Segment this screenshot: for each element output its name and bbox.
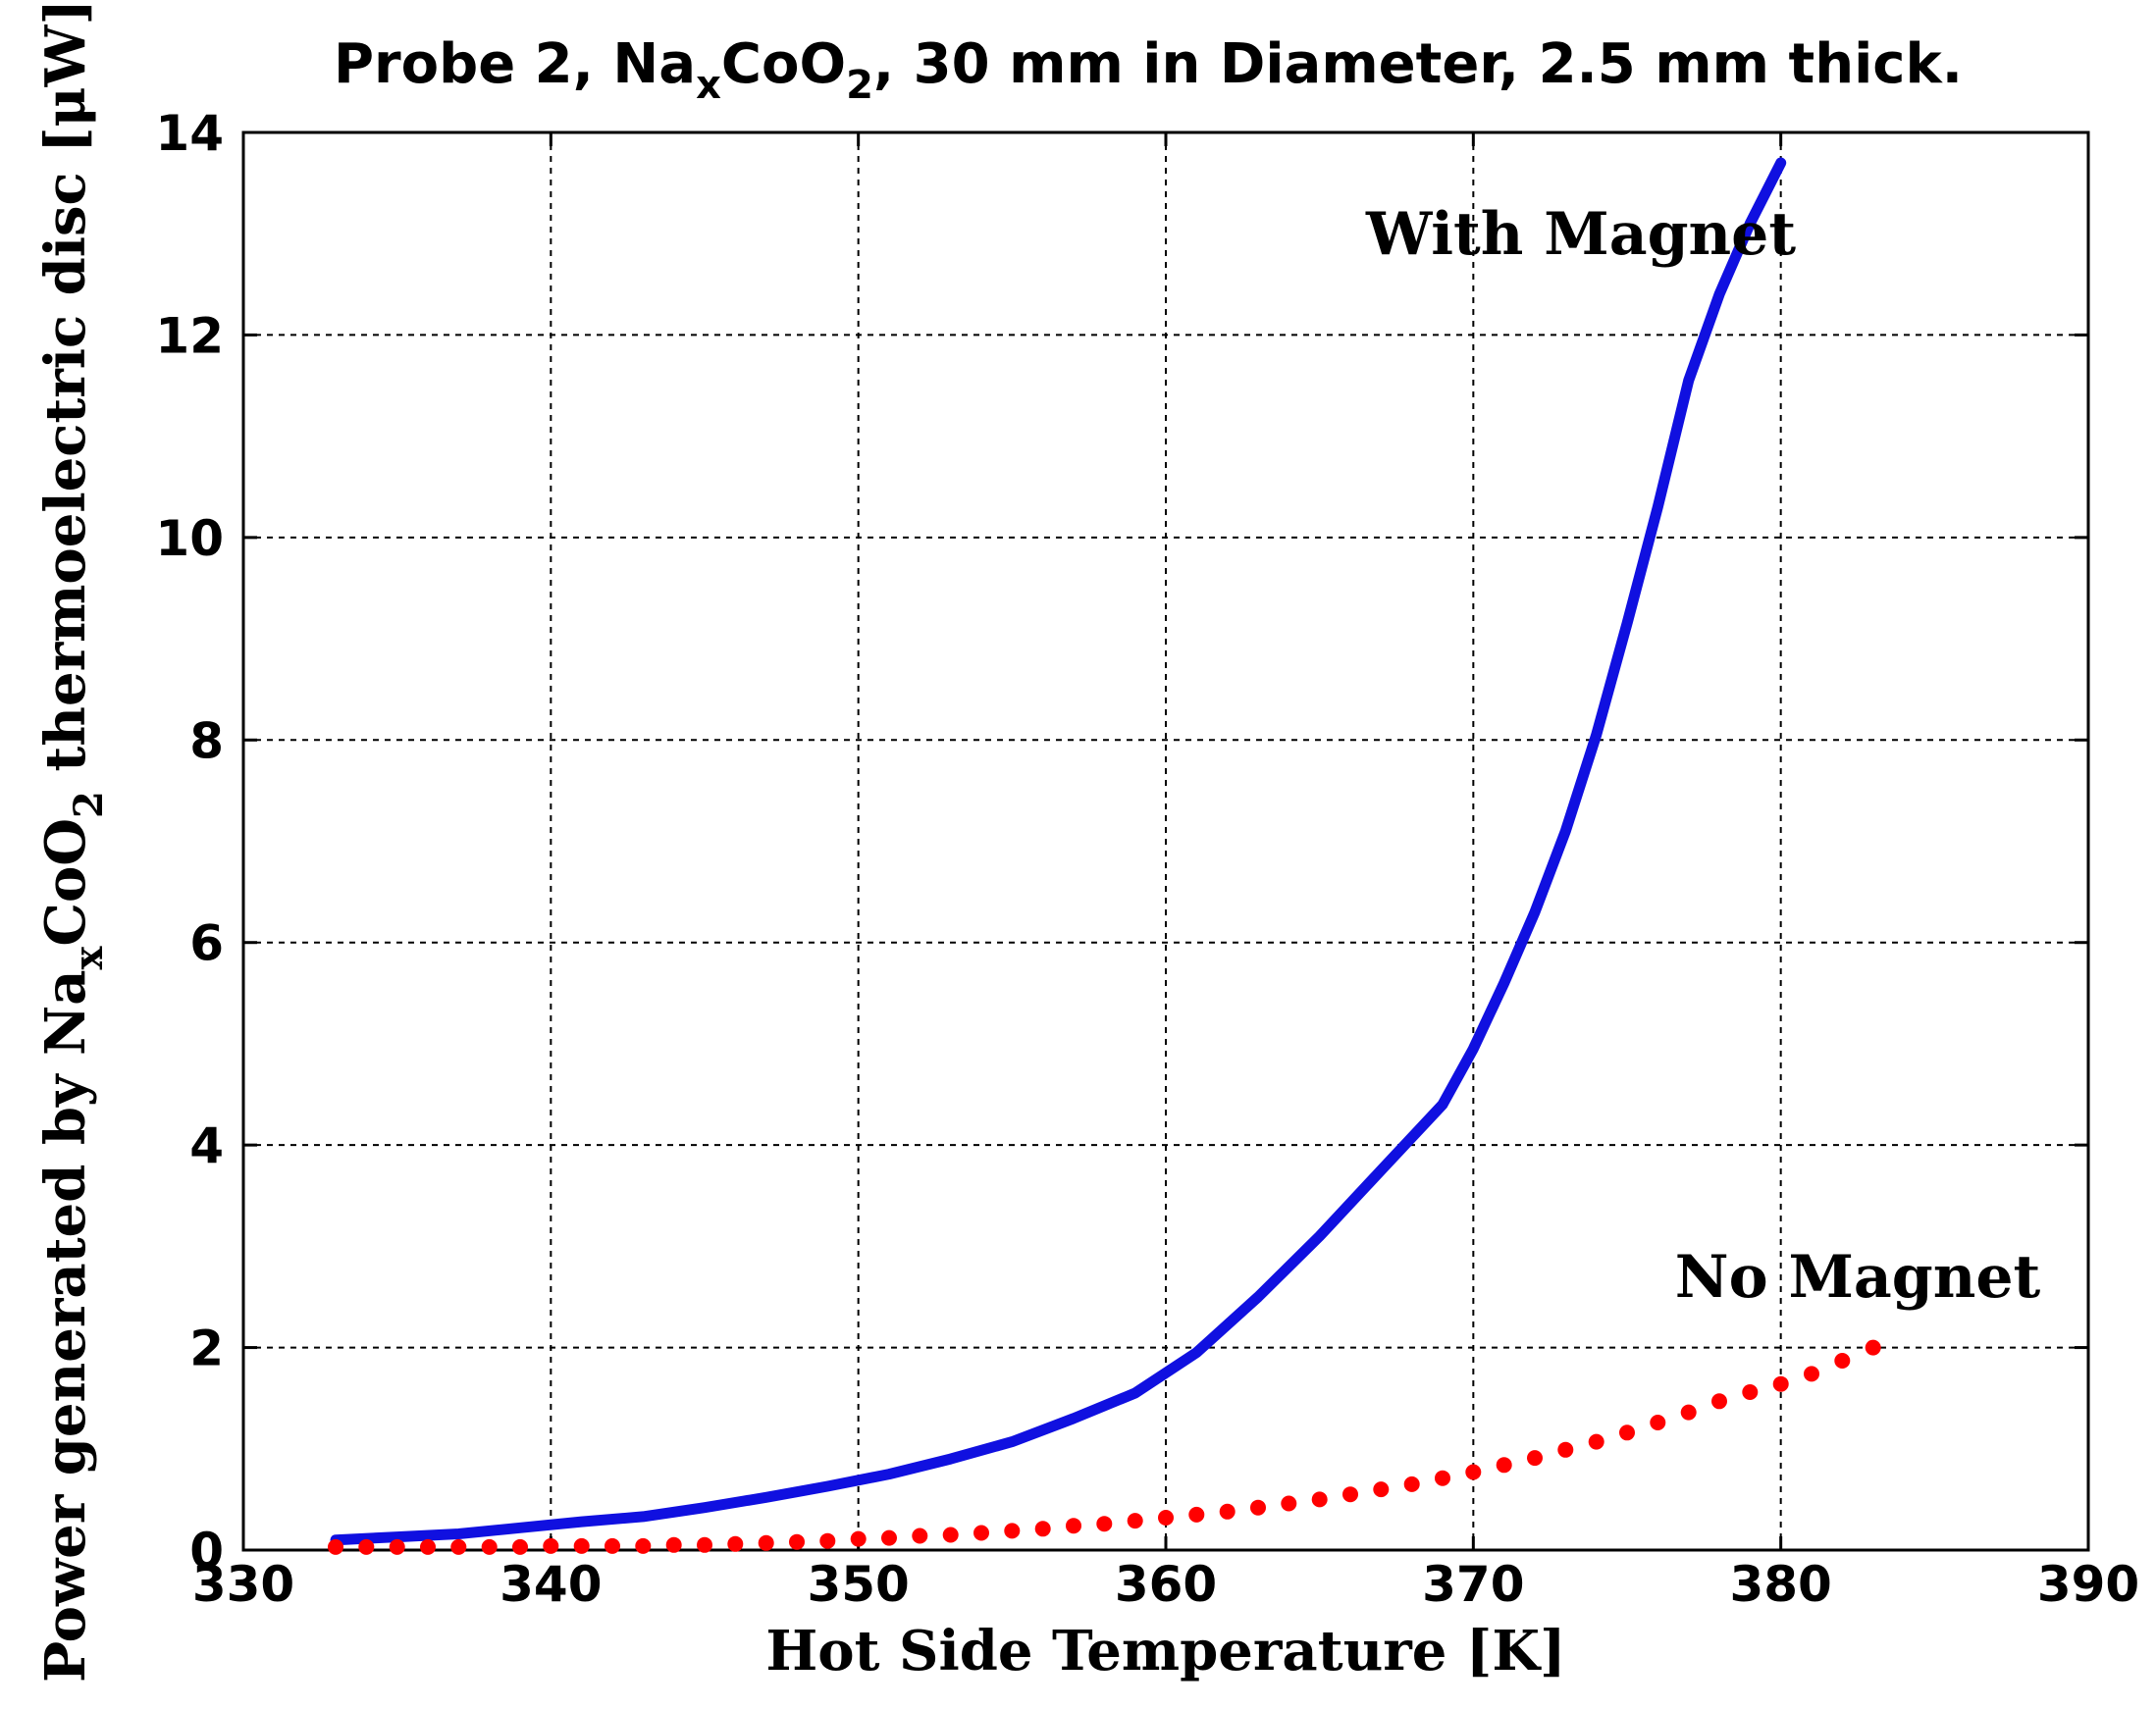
no-magnet-point [1403,1476,1420,1492]
no-magnet-point [1096,1516,1113,1532]
x-tick-label: 390 [2037,1556,2139,1613]
y-tick-labels: 0 2 4 6 8 10 12 14 [155,105,224,1580]
x-tick-labels: 330 340 350 360 370 380 390 [192,1556,2139,1613]
ylabel-suffix: thermoelectric disc [μW] [33,0,98,791]
ylabel-formula: CoO [33,818,98,947]
title-subscript-x: x [696,63,721,108]
no-magnet-point [1465,1464,1482,1480]
no-magnet-point [389,1538,405,1555]
no-magnet-point [1004,1523,1021,1539]
no-magnet-point [1342,1486,1358,1503]
no-magnet-point [850,1530,867,1547]
title-suffix: , 30 mm in Diameter, 2.5 mm thick. [873,32,1963,96]
no-magnet-point [789,1533,805,1550]
no-magnet-point [1527,1450,1543,1467]
no-magnet-point [973,1525,989,1541]
annotation-label: No Magnet [1675,1243,2041,1312]
y-tick-label: 4 [189,1117,224,1174]
no-magnet-point [1188,1506,1205,1523]
no-magnet-point [942,1527,959,1543]
no-magnet-point [1865,1339,1881,1356]
x-tick-label: 360 [1115,1556,1217,1613]
no-magnet-point [573,1537,590,1554]
y-tick-label: 12 [155,307,224,364]
x-tick-label: 380 [1729,1556,1831,1613]
annotations: With Magnet No Magnet [1365,200,2041,1312]
grid [243,132,2088,1550]
y-axis-label: Power generated by NaxCoO2 thermoelectri… [33,0,112,1683]
no-magnet-point [1158,1510,1174,1526]
no-magnet-point [512,1538,528,1555]
no-magnet-point [727,1535,744,1552]
no-magnet-point [758,1534,774,1551]
no-magnet-point [1619,1424,1635,1441]
no-magnet-point [1435,1470,1450,1486]
ylabel-prefix: Power generated by Na [33,969,98,1683]
x-tick-label: 350 [807,1556,909,1613]
no-magnet-point [1588,1433,1604,1450]
x-tick-label: 330 [192,1556,294,1613]
no-magnet-point [543,1537,559,1554]
y-tick-label: 6 [189,915,224,972]
no-magnet-point [665,1536,682,1553]
series-line-with-magnet [330,157,1787,1546]
no-magnet-point [1711,1393,1727,1410]
y-tick-label: 8 [189,712,224,769]
no-magnet-point [1373,1481,1390,1498]
no-magnet-point [1557,1441,1574,1458]
title-prefix: Probe 2, Na [334,32,696,96]
y-tick-label: 10 [155,510,224,567]
no-magnet-point [1127,1513,1143,1529]
x-axis-label: Hot Side Temperature [K] [765,1619,1565,1683]
series-layer [328,157,1881,1555]
title-subscript-2: 2 [846,63,873,108]
no-magnet-point [1650,1415,1666,1430]
y-tick-label: 0 [189,1523,224,1580]
x-tick-label: 370 [1422,1556,1524,1613]
no-magnet-point [1772,1375,1789,1392]
no-magnet-point [1250,1499,1266,1516]
no-magnet-point [635,1537,652,1554]
x-tick-label: 340 [500,1556,602,1613]
no-magnet-point [1742,1384,1759,1400]
title-formula: CoO [721,32,846,96]
no-magnet-point [1219,1503,1236,1520]
no-magnet-point [1311,1491,1328,1508]
no-magnet-point [1680,1404,1697,1421]
no-magnet-point [481,1538,498,1555]
no-magnet-point [605,1537,620,1554]
no-magnet-point [1281,1495,1297,1512]
no-magnet-point [819,1532,836,1549]
no-magnet-point [328,1538,343,1555]
no-magnet-point [912,1528,928,1544]
no-magnet-point [420,1538,436,1555]
annotation-label: With Magnet [1365,200,1796,269]
ylabel-subscript-2: 2 [66,791,112,818]
chart-title: Probe 2, NaxCoO2, 30 mm in Diameter, 2.5… [334,32,1963,108]
y-tick-label: 2 [189,1321,224,1377]
no-magnet-point [1066,1518,1081,1534]
no-magnet-point [1496,1457,1512,1474]
no-magnet-point [697,1536,712,1553]
no-magnet-point [1034,1521,1051,1537]
ylabel-subscript-x: x [66,945,112,969]
y-tick-label: 14 [155,105,224,162]
no-magnet-point [1834,1353,1851,1369]
no-magnet-point [1804,1366,1819,1382]
no-magnet-point [358,1538,375,1555]
series-no-magnet [328,1339,1881,1555]
no-magnet-point [450,1538,467,1555]
no-magnet-point [881,1529,897,1546]
